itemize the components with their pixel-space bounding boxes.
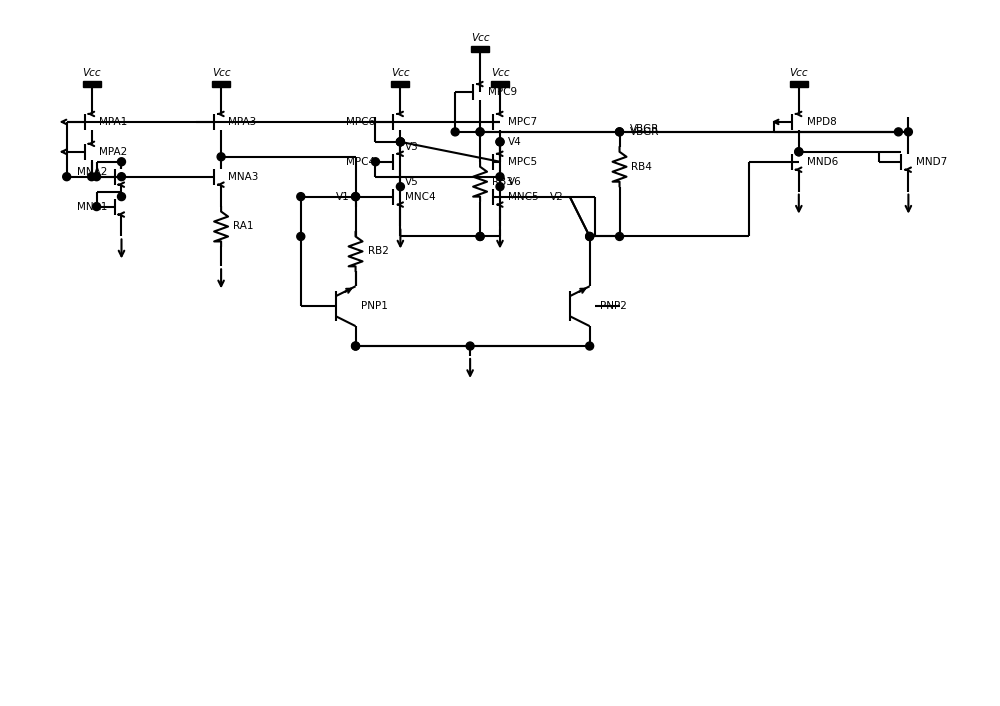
Circle shape — [476, 232, 484, 241]
Text: MNA3: MNA3 — [228, 172, 258, 181]
Circle shape — [352, 193, 360, 201]
Circle shape — [372, 157, 379, 166]
Circle shape — [586, 232, 594, 241]
Circle shape — [297, 193, 305, 201]
Circle shape — [217, 152, 225, 161]
Circle shape — [118, 157, 125, 166]
Circle shape — [396, 138, 404, 146]
Text: MPC9: MPC9 — [488, 87, 517, 97]
Circle shape — [586, 342, 594, 350]
Text: MPC5: MPC5 — [508, 157, 537, 167]
Text: Vcc: Vcc — [471, 33, 489, 43]
Text: MPC4: MPC4 — [346, 157, 375, 167]
Text: Vcc: Vcc — [491, 68, 509, 78]
Circle shape — [476, 128, 484, 136]
Text: V3: V3 — [405, 142, 419, 152]
Circle shape — [451, 128, 459, 136]
Text: VBGR: VBGR — [629, 124, 659, 134]
Bar — [83, 81, 101, 87]
Text: MND7: MND7 — [916, 157, 948, 167]
Circle shape — [352, 342, 360, 350]
Circle shape — [63, 173, 71, 181]
Text: MNC5: MNC5 — [508, 191, 539, 202]
Circle shape — [616, 128, 624, 136]
Circle shape — [88, 173, 96, 181]
Text: MNC4: MNC4 — [405, 191, 436, 202]
Text: V5: V5 — [405, 176, 419, 186]
Circle shape — [352, 342, 360, 350]
Text: RB4: RB4 — [631, 162, 652, 172]
Circle shape — [118, 173, 125, 181]
Text: VBGR: VBGR — [629, 127, 659, 137]
Bar — [471, 46, 489, 52]
Text: MPC6: MPC6 — [346, 117, 375, 127]
Text: RA1: RA1 — [233, 222, 254, 232]
Circle shape — [93, 203, 101, 210]
Text: Vcc: Vcc — [790, 68, 808, 78]
Text: V6: V6 — [508, 176, 522, 186]
Circle shape — [496, 138, 504, 146]
Text: PNP2: PNP2 — [600, 301, 626, 311]
Text: Vcc: Vcc — [391, 68, 410, 78]
Text: MPA3: MPA3 — [228, 117, 256, 127]
Circle shape — [496, 173, 504, 181]
Text: MNA2: MNA2 — [77, 167, 107, 176]
Text: MND6: MND6 — [807, 157, 838, 167]
Circle shape — [297, 232, 305, 241]
Circle shape — [396, 138, 404, 146]
Bar — [491, 81, 509, 87]
Text: RB2: RB2 — [368, 246, 388, 256]
Circle shape — [496, 138, 504, 146]
Circle shape — [496, 183, 504, 191]
Text: MPD8: MPD8 — [807, 117, 837, 127]
Circle shape — [118, 193, 125, 201]
Text: PNP1: PNP1 — [361, 301, 387, 311]
Text: V1: V1 — [336, 191, 349, 202]
Circle shape — [93, 173, 101, 181]
Circle shape — [616, 128, 624, 136]
Bar — [212, 81, 230, 87]
Circle shape — [466, 342, 474, 350]
Bar — [391, 81, 409, 87]
Circle shape — [352, 193, 360, 201]
Text: MPC7: MPC7 — [508, 117, 537, 127]
Circle shape — [616, 232, 624, 241]
Circle shape — [586, 232, 594, 241]
Circle shape — [795, 148, 803, 156]
Text: Vcc: Vcc — [212, 68, 230, 78]
Bar — [790, 81, 808, 87]
Circle shape — [904, 128, 912, 136]
Text: V2: V2 — [550, 191, 564, 202]
Text: Vcc: Vcc — [82, 68, 101, 78]
Text: MPA1: MPA1 — [99, 117, 127, 127]
Circle shape — [396, 138, 404, 146]
Text: MNA1: MNA1 — [77, 202, 107, 212]
Circle shape — [476, 128, 484, 136]
Circle shape — [894, 128, 902, 136]
Circle shape — [476, 232, 484, 241]
Text: V4: V4 — [508, 137, 522, 147]
Text: MPA2: MPA2 — [99, 147, 127, 157]
Circle shape — [396, 183, 404, 191]
Text: RB3: RB3 — [492, 176, 513, 186]
Circle shape — [795, 148, 803, 156]
